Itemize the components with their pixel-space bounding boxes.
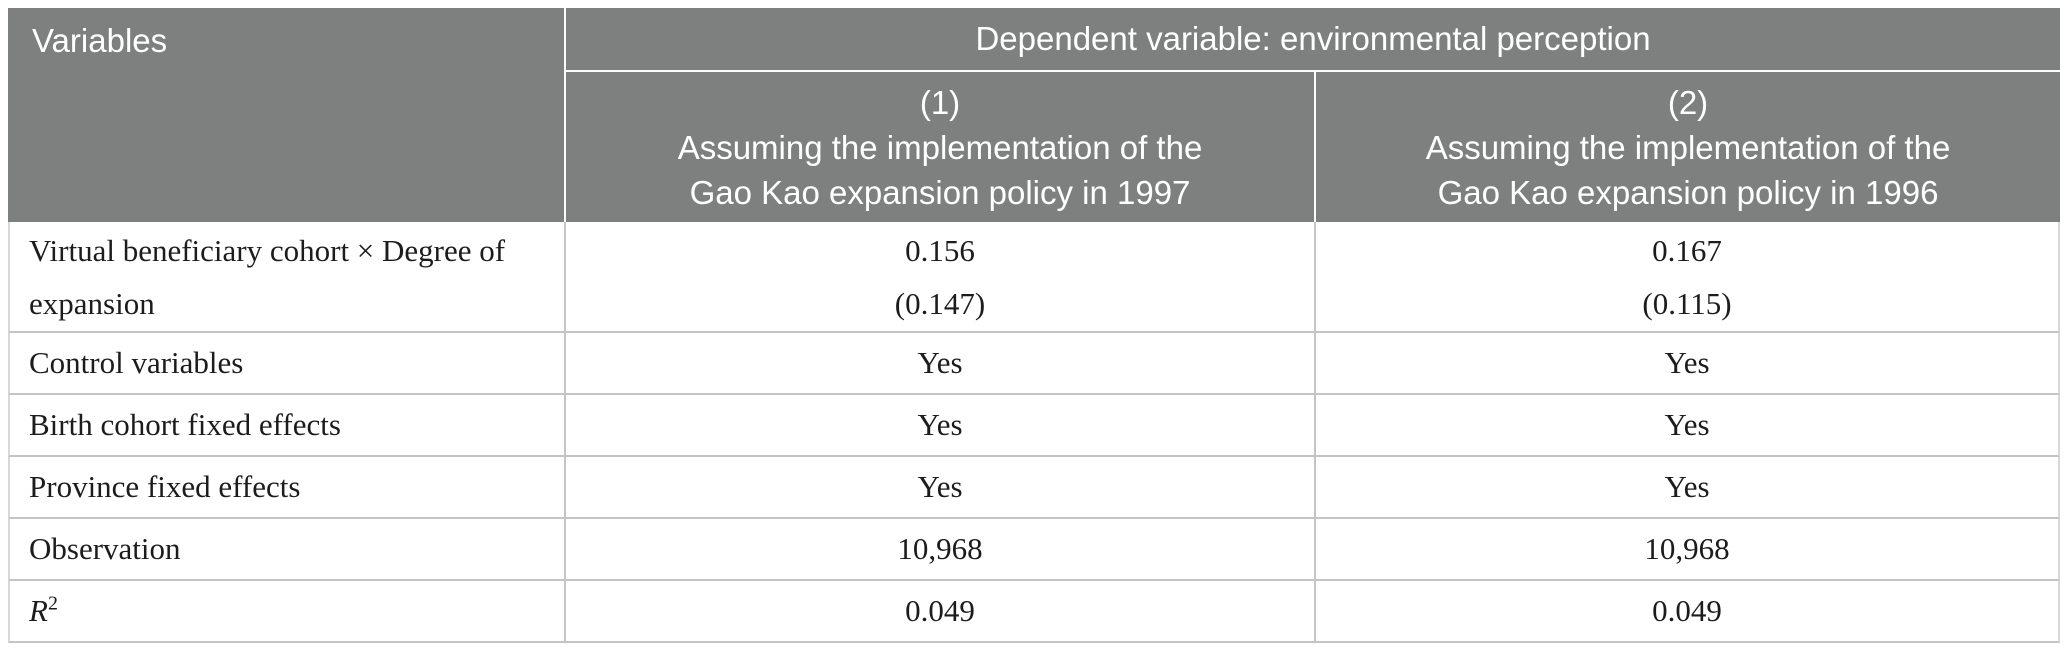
variables-column-header: Variables bbox=[8, 8, 566, 222]
value-cell-col2: 10,968 bbox=[1316, 519, 2061, 581]
row-label: Observation bbox=[8, 519, 566, 581]
column-2-number: (2) bbox=[1667, 83, 1709, 121]
value-cell-col1: Yes bbox=[566, 395, 1316, 457]
column-1-title-line1: Assuming the implementation of the bbox=[677, 128, 1203, 166]
value-cell-col2: Yes bbox=[1316, 457, 2061, 519]
column-1-header: (1) Assuming the implementation of the G… bbox=[566, 72, 1316, 222]
dependent-variable-banner: Dependent variable: environmental percep… bbox=[566, 8, 2061, 72]
column-2-title-line2: Gao Kao expansion policy in 1996 bbox=[1437, 173, 1939, 211]
value-cell-col2: Yes bbox=[1316, 333, 2061, 395]
value-cell-col2: 0.167 (0.115) bbox=[1316, 222, 2061, 333]
value-cell-col1: Yes bbox=[566, 333, 1316, 395]
value-cell-col1: 0.049 bbox=[566, 581, 1316, 643]
value-cell-col1: Yes bbox=[566, 457, 1316, 519]
row-label: R2 bbox=[8, 581, 566, 643]
column-1-number: (1) bbox=[919, 83, 961, 121]
table-row-control-variables: Control variables Yes Yes bbox=[8, 333, 2061, 395]
coefficient-estimate: 0.167 bbox=[1652, 232, 1722, 268]
column-2-title-line1: Assuming the implementation of the bbox=[1425, 128, 1951, 166]
value-cell-col2: Yes bbox=[1316, 395, 2061, 457]
table-row-birth-cohort-fixed-effects: Birth cohort fixed effects Yes Yes bbox=[8, 395, 2061, 457]
regression-results-table: Variables Dependent variable: environmen… bbox=[8, 8, 2061, 643]
standard-error: (0.115) bbox=[1642, 285, 1732, 321]
table-row-interaction-coefficient: Virtual beneficiary cohort × Degree of e… bbox=[8, 222, 2061, 333]
header-row-banner: Variables Dependent variable: environmen… bbox=[8, 8, 2061, 222]
coefficient-estimate: 0.156 bbox=[905, 232, 975, 268]
value-cell-col1: 10,968 bbox=[566, 519, 1316, 581]
header-row-subcolumns: (1) Assuming the implementation of the G… bbox=[8, 72, 2061, 222]
table-row-province-fixed-effects: Province fixed effects Yes Yes bbox=[8, 457, 2061, 519]
r-squared-symbol: R bbox=[29, 593, 48, 628]
row-label: Province fixed effects bbox=[8, 457, 566, 519]
column-2-header: (2) Assuming the implementation of the G… bbox=[1316, 72, 2061, 222]
row-label: Virtual beneficiary cohort × Degree of e… bbox=[8, 222, 566, 333]
table-row-r-squared: R2 0.049 0.049 bbox=[8, 581, 2061, 643]
column-1-title-line2: Gao Kao expansion policy in 1997 bbox=[689, 173, 1191, 211]
row-label: Control variables bbox=[8, 333, 566, 395]
table-row-observation: Observation 10,968 10,968 bbox=[8, 519, 2061, 581]
value-cell-col2: 0.049 bbox=[1316, 581, 2061, 643]
row-label: Birth cohort fixed effects bbox=[8, 395, 566, 457]
r-squared-exponent: 2 bbox=[47, 592, 58, 615]
standard-error: (0.147) bbox=[894, 285, 986, 321]
value-cell-col1: 0.156 (0.147) bbox=[566, 222, 1316, 333]
